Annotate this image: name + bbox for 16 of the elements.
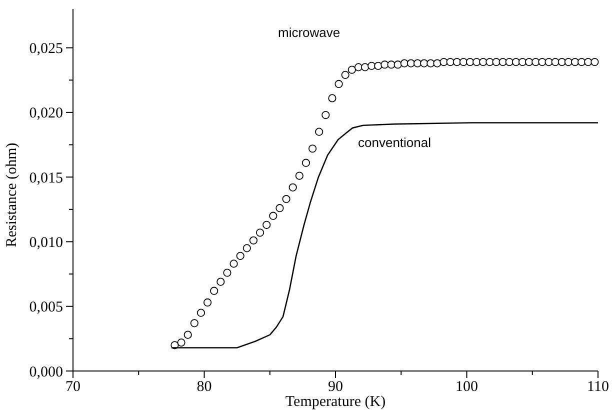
x-tick-label: 100 bbox=[456, 379, 478, 395]
y-tick-label: 0,025 bbox=[29, 41, 63, 58]
x-axis-title: Temperature (K) bbox=[285, 394, 386, 410]
y-tick-label: 0,010 bbox=[29, 234, 63, 251]
x-tick-label: 70 bbox=[66, 379, 80, 395]
y-tick-label: 0,005 bbox=[29, 300, 63, 316]
y-tick-label: 0,015 bbox=[29, 170, 63, 186]
series-label: conventional bbox=[358, 135, 432, 150]
y-tick-label: 0,020 bbox=[29, 106, 63, 122]
x-tick-label: 90 bbox=[328, 379, 343, 395]
text: microwave bbox=[278, 25, 340, 40]
line-series bbox=[170, 122, 599, 348]
y-tick-label: 0,000 bbox=[29, 364, 63, 380]
x-tick-label: 80 bbox=[196, 379, 212, 395]
x-tick-label: 110 bbox=[587, 379, 609, 395]
y-axis-title: Resistance (ohm) bbox=[4, 142, 20, 248]
